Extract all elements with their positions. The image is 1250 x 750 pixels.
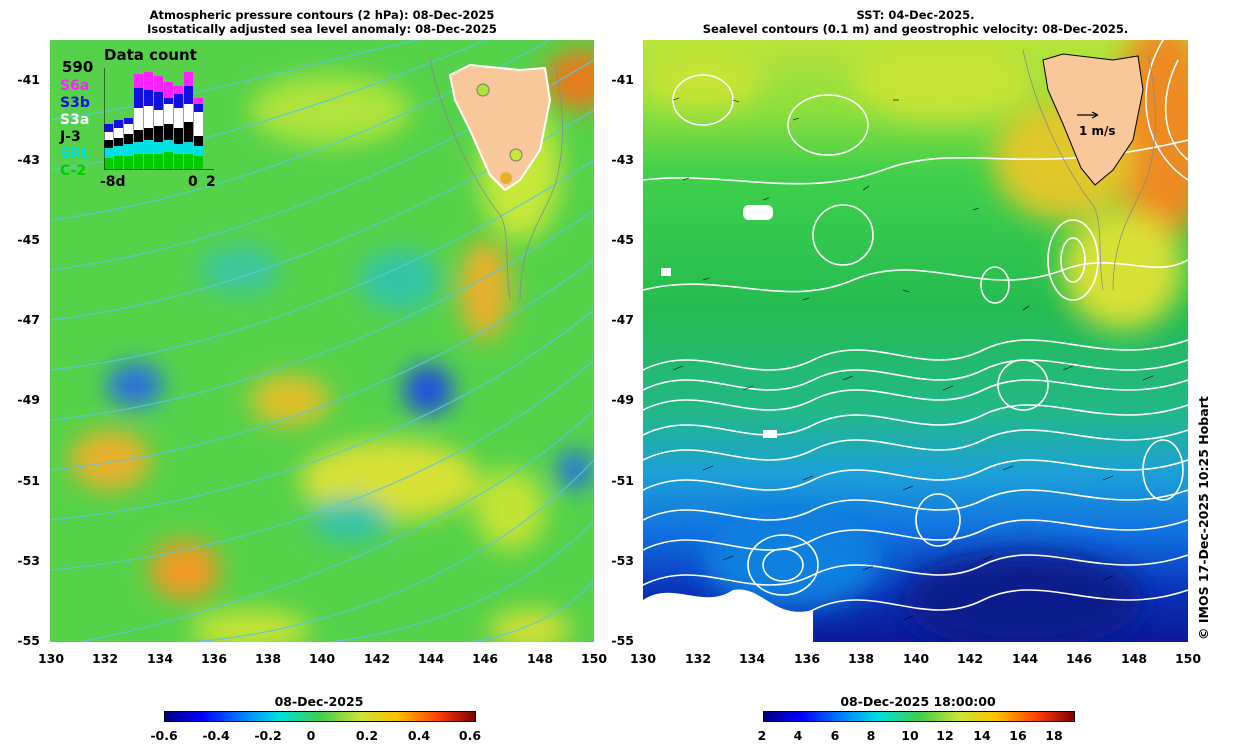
data-count-axis-mid: 0 [188,174,198,190]
right-ytick: -53 [611,553,634,568]
data-count-bars [104,68,214,170]
right-colorbar-tick: 12 [936,728,954,743]
sat-label-s3b: S3b [60,95,90,111]
right-ytick: -47 [611,312,634,327]
right-title: SST: 04-Dec-2025. Sealevel contours (0.1… [643,8,1188,36]
right-ytick: -41 [611,72,634,87]
right-colorbar-tick: 6 [830,728,840,743]
sst-map[interactable] [643,40,1188,642]
right-xtick: 132 [684,651,712,666]
right-colorbar-tick: 8 [866,728,876,743]
left-xtick: 140 [308,651,336,666]
data-count-inset: Data count 590 S6a S3b S3a J-3 SRL C-2 [60,46,220,196]
left-xtick: 134 [146,651,174,666]
left-colorbar-tick: 0.6 [458,728,482,743]
imos-credit: © IMOS 17-Dec-2025 10:25 Hobart [1196,396,1211,640]
right-colorbar-tick: 10 [901,728,919,743]
right-xtick: 134 [738,651,766,666]
sat-label-s3a: S3a [60,112,90,128]
right-xtick: 150 [1174,651,1202,666]
left-ytick: -45 [17,232,40,247]
left-ytick: -55 [17,633,40,648]
right-ytick: -51 [611,473,634,488]
left-title-line1: Atmospheric pressure contours (2 hPa): 0… [149,8,495,22]
left-colorbar-tick: -0.2 [254,728,282,743]
left-ytick: -51 [17,473,40,488]
left-ytick: -43 [17,152,40,167]
left-colorbar-tick: 0.2 [355,728,379,743]
right-ytick: -55 [611,633,634,648]
right-ytick: -43 [611,152,634,167]
left-title-line2: Isostatically adjusted sea level anomaly… [147,22,497,36]
right-xtick: 138 [847,651,875,666]
data-count-header: Data count [104,46,197,64]
left-colorbar-tick: -0.4 [202,728,230,743]
left-xtick: 144 [417,651,445,666]
left-xtick: 136 [200,651,228,666]
right-ytick: -45 [611,232,634,247]
left-xtick: 150 [580,651,608,666]
sat-label-c2: C-2 [60,163,87,179]
right-colorbar-tick: 2 [757,728,767,743]
left-ytick: -49 [17,392,40,407]
right-xtick: 142 [956,651,984,666]
sat-label-srl: SRL [60,146,90,162]
left-colorbar-tick: 0 [306,728,316,743]
right-colorbar-tick: 4 [793,728,803,743]
left-colorbar [164,711,476,722]
sea-level-anomaly-map[interactable] [50,40,594,642]
right-title-line2: Sealevel contours (0.1 m) and geostrophi… [702,22,1129,36]
left-title: Atmospheric pressure contours (2 hPa): 0… [50,8,594,36]
sat-label-s6a: S6a [60,78,90,94]
left-colorbar-tick: 0.4 [407,728,431,743]
right-colorbar-title: 08-Dec-2025 18:00:00 [840,694,996,709]
right-colorbar-tick: 16 [1009,728,1027,743]
right-xtick: 130 [629,651,657,666]
left-xtick: 138 [254,651,282,666]
left-colorbar-tick: -0.6 [150,728,178,743]
left-xtick: 148 [526,651,554,666]
right-xtick: 148 [1120,651,1148,666]
right-colorbar-tick: 18 [1045,728,1063,743]
left-xtick: 132 [91,651,119,666]
velocity-scale-label: 1 m/s [1079,124,1116,138]
right-xtick: 144 [1011,651,1039,666]
left-ytick: -47 [17,312,40,327]
right-xtick: 146 [1065,651,1093,666]
right-xtick: 136 [793,651,821,666]
right-colorbar-tick: 14 [973,728,991,743]
left-xtick: 142 [363,651,391,666]
right-title-line1: SST: 04-Dec-2025. [856,8,975,22]
sat-label-j3: J-3 [60,129,81,145]
left-ytick: -53 [17,553,40,568]
left-xtick: 146 [471,651,499,666]
data-count-axis-left: -8d [100,174,126,190]
right-ytick: -49 [611,392,634,407]
left-xtick: 130 [37,651,65,666]
left-colorbar-title: 08-Dec-2025 [274,694,364,709]
data-count-value: 590 [62,58,94,76]
data-count-axis-right: 2 [206,174,216,190]
right-colorbar [763,711,1075,722]
right-xtick: 140 [902,651,930,666]
left-ytick: -41 [17,72,40,87]
